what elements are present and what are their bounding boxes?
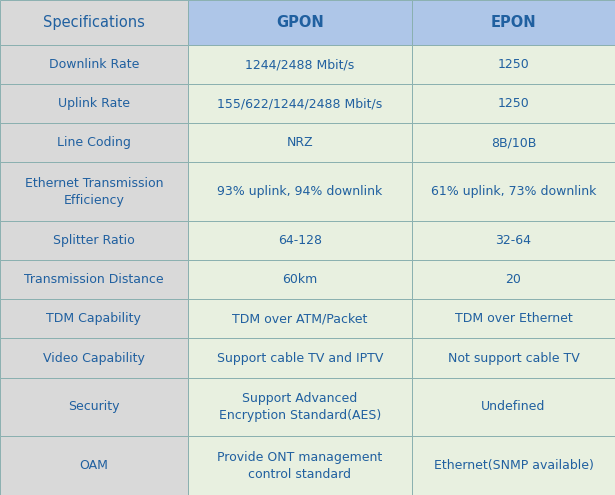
Bar (412, 260, 615, 299)
Bar (188, 162, 412, 221)
Bar (188, 123, 412, 162)
Bar (0, 436, 188, 495)
Bar (0, 339, 188, 378)
Bar (412, 436, 615, 495)
Text: 1250: 1250 (498, 58, 530, 71)
Text: Downlink Rate: Downlink Rate (49, 58, 139, 71)
Text: 61% uplink, 73% downlink: 61% uplink, 73% downlink (431, 185, 596, 198)
Bar (412, 123, 615, 162)
Text: Transmission Distance: Transmission Distance (24, 273, 164, 286)
Bar (0, 84, 188, 123)
Bar (412, 378, 615, 436)
Text: 93% uplink, 94% downlink: 93% uplink, 94% downlink (217, 185, 383, 198)
Text: Support Advanced
Encryption Standard(AES): Support Advanced Encryption Standard(AES… (219, 392, 381, 422)
Bar (188, 45, 412, 84)
Bar (188, 221, 412, 260)
Text: 155/622/1244/2488 Mbit/s: 155/622/1244/2488 Mbit/s (217, 97, 383, 110)
Bar (188, 260, 412, 299)
Text: 1244/2488 Mbit/s: 1244/2488 Mbit/s (245, 58, 354, 71)
Bar (412, 221, 615, 260)
Bar (412, 162, 615, 221)
Text: Undefined: Undefined (482, 400, 546, 413)
Text: 20: 20 (506, 273, 522, 286)
Text: TDM over ATM/Packet: TDM over ATM/Packet (232, 312, 368, 325)
Text: TDM over Ethernet: TDM over Ethernet (454, 312, 573, 325)
Bar (188, 436, 412, 495)
Bar (0, 260, 188, 299)
Text: 64-128: 64-128 (278, 234, 322, 247)
Bar (0, 378, 188, 436)
Bar (188, 378, 412, 436)
Text: OAM: OAM (79, 459, 108, 472)
Bar (412, 339, 615, 378)
Bar (188, 299, 412, 339)
Text: Video Capability: Video Capability (43, 351, 145, 364)
Text: Ethernet(SNMP available): Ethernet(SNMP available) (434, 459, 593, 472)
Text: Security: Security (68, 400, 119, 413)
Text: Uplink Rate: Uplink Rate (58, 97, 130, 110)
Text: Specifications: Specifications (43, 15, 145, 30)
Bar (188, 339, 412, 378)
Bar (0, 45, 188, 84)
Text: TDM Capability: TDM Capability (46, 312, 141, 325)
Bar (0, 221, 188, 260)
Bar (0, 0, 188, 45)
Text: EPON: EPON (491, 15, 536, 30)
Text: NRZ: NRZ (287, 136, 313, 149)
Bar (412, 45, 615, 84)
Text: GPON: GPON (276, 15, 323, 30)
Text: Provide ONT management
control standard: Provide ONT management control standard (217, 450, 383, 481)
Text: Support cable TV and IPTV: Support cable TV and IPTV (216, 351, 383, 364)
Text: Not support cable TV: Not support cable TV (448, 351, 579, 364)
Bar (0, 299, 188, 339)
Bar (412, 84, 615, 123)
Text: Ethernet Transmission
Efficiency: Ethernet Transmission Efficiency (25, 177, 163, 207)
Text: Line Coding: Line Coding (57, 136, 131, 149)
Text: 60km: 60km (282, 273, 317, 286)
Text: 8B/10B: 8B/10B (491, 136, 536, 149)
Text: 1250: 1250 (498, 97, 530, 110)
Bar (188, 0, 412, 45)
Text: 32-64: 32-64 (496, 234, 531, 247)
Bar (0, 162, 188, 221)
Bar (0, 123, 188, 162)
Bar (188, 84, 412, 123)
Bar (412, 299, 615, 339)
Bar (412, 0, 615, 45)
Text: Splitter Ratio: Splitter Ratio (53, 234, 135, 247)
